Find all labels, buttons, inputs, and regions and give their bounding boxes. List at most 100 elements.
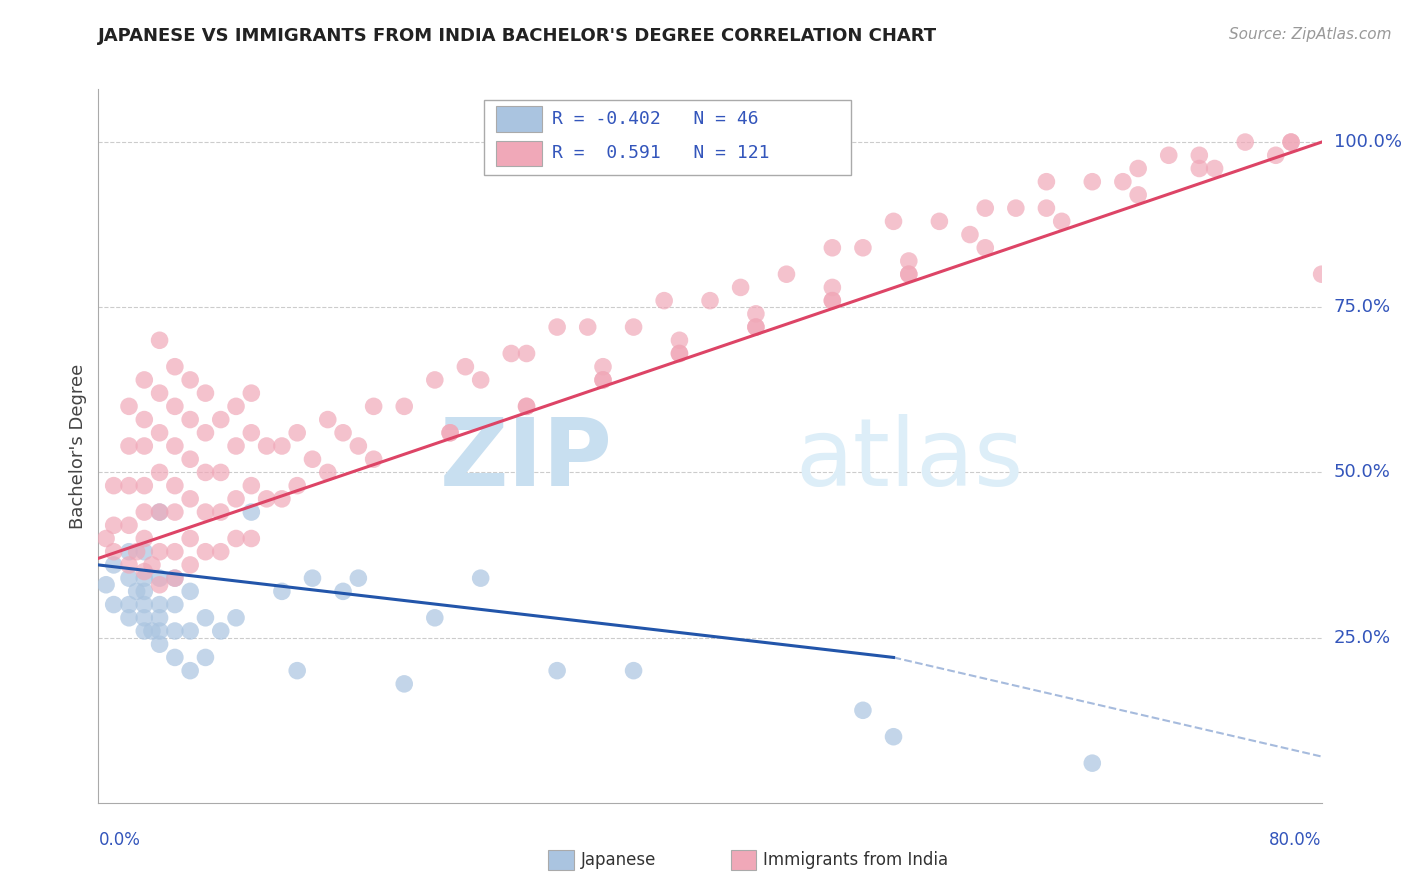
Point: [118, 439, 141, 453]
Point: [974, 201, 997, 215]
Point: [134, 565, 156, 579]
Point: [332, 425, 354, 440]
Point: [240, 532, 263, 546]
Point: [1157, 148, 1180, 162]
Point: [134, 584, 156, 599]
Text: atlas: atlas: [796, 414, 1024, 507]
Point: [897, 254, 920, 268]
Point: [149, 505, 172, 519]
Point: [821, 280, 844, 294]
Point: [134, 478, 156, 492]
Point: [332, 584, 354, 599]
Point: [775, 267, 797, 281]
Point: [240, 386, 263, 401]
Point: [652, 293, 675, 308]
Point: [209, 505, 232, 519]
Point: [821, 293, 844, 308]
Point: [163, 624, 186, 638]
Point: [1279, 135, 1302, 149]
Point: [256, 439, 278, 453]
Point: [501, 346, 523, 360]
Point: [163, 571, 186, 585]
Point: [1204, 161, 1226, 176]
Point: [745, 320, 768, 334]
Point: [592, 373, 614, 387]
Point: [959, 227, 981, 242]
Point: [225, 439, 247, 453]
Point: [821, 241, 844, 255]
Point: [1112, 175, 1135, 189]
Point: [270, 439, 292, 453]
Text: 80.0%: 80.0%: [1270, 831, 1322, 849]
Point: [546, 664, 568, 678]
Y-axis label: Bachelor's Degree: Bachelor's Degree: [69, 363, 87, 529]
Point: [149, 386, 172, 401]
Text: Immigrants from India: Immigrants from India: [763, 851, 949, 869]
Point: [163, 505, 186, 519]
Point: [592, 359, 614, 374]
Point: [141, 624, 163, 638]
Point: [149, 578, 172, 592]
Point: [576, 320, 599, 334]
Text: 50.0%: 50.0%: [1334, 464, 1391, 482]
Point: [149, 598, 172, 612]
Text: R =  0.591   N = 121: R = 0.591 N = 121: [553, 145, 769, 162]
Text: 100.0%: 100.0%: [1334, 133, 1402, 151]
Point: [363, 452, 385, 467]
Point: [285, 478, 308, 492]
Point: [1128, 161, 1150, 176]
Point: [668, 333, 690, 347]
Point: [285, 425, 308, 440]
Point: [149, 545, 172, 559]
Text: Japanese: Japanese: [581, 851, 657, 869]
Point: [225, 400, 247, 414]
Point: [301, 571, 323, 585]
Point: [125, 545, 148, 559]
Point: [134, 412, 156, 426]
Point: [516, 400, 538, 414]
Point: [141, 558, 163, 572]
Point: [194, 650, 217, 665]
Point: [439, 425, 461, 440]
Point: [240, 478, 263, 492]
Point: [1081, 175, 1104, 189]
Point: [225, 611, 247, 625]
Text: Source: ZipAtlas.com: Source: ZipAtlas.com: [1229, 27, 1392, 42]
Point: [209, 624, 232, 638]
Point: [194, 386, 217, 401]
Point: [470, 571, 492, 585]
Point: [163, 650, 186, 665]
Text: R = -0.402   N = 46: R = -0.402 N = 46: [553, 111, 759, 128]
Point: [240, 505, 263, 519]
Point: [623, 320, 645, 334]
Point: [546, 320, 568, 334]
Text: 75.0%: 75.0%: [1334, 298, 1391, 317]
Point: [668, 346, 690, 360]
Text: JAPANESE VS IMMIGRANTS FROM INDIA BACHELOR'S DEGREE CORRELATION CHART: JAPANESE VS IMMIGRANTS FROM INDIA BACHEL…: [98, 27, 938, 45]
Point: [1188, 161, 1211, 176]
Point: [897, 267, 920, 281]
Point: [423, 373, 446, 387]
Point: [163, 400, 186, 414]
Point: [194, 505, 217, 519]
Point: [118, 478, 141, 492]
Point: [623, 664, 645, 678]
Point: [516, 346, 538, 360]
Point: [149, 333, 172, 347]
Point: [179, 558, 201, 572]
Point: [1188, 148, 1211, 162]
Point: [194, 466, 217, 480]
Point: [118, 598, 141, 612]
Point: [316, 412, 339, 426]
Point: [1234, 135, 1257, 149]
Point: [883, 730, 905, 744]
Point: [134, 611, 156, 625]
Point: [270, 491, 292, 506]
Point: [439, 425, 461, 440]
Point: [163, 545, 186, 559]
Point: [209, 412, 232, 426]
Point: [149, 466, 172, 480]
Point: [730, 280, 752, 294]
Point: [1035, 201, 1057, 215]
Point: [118, 400, 141, 414]
